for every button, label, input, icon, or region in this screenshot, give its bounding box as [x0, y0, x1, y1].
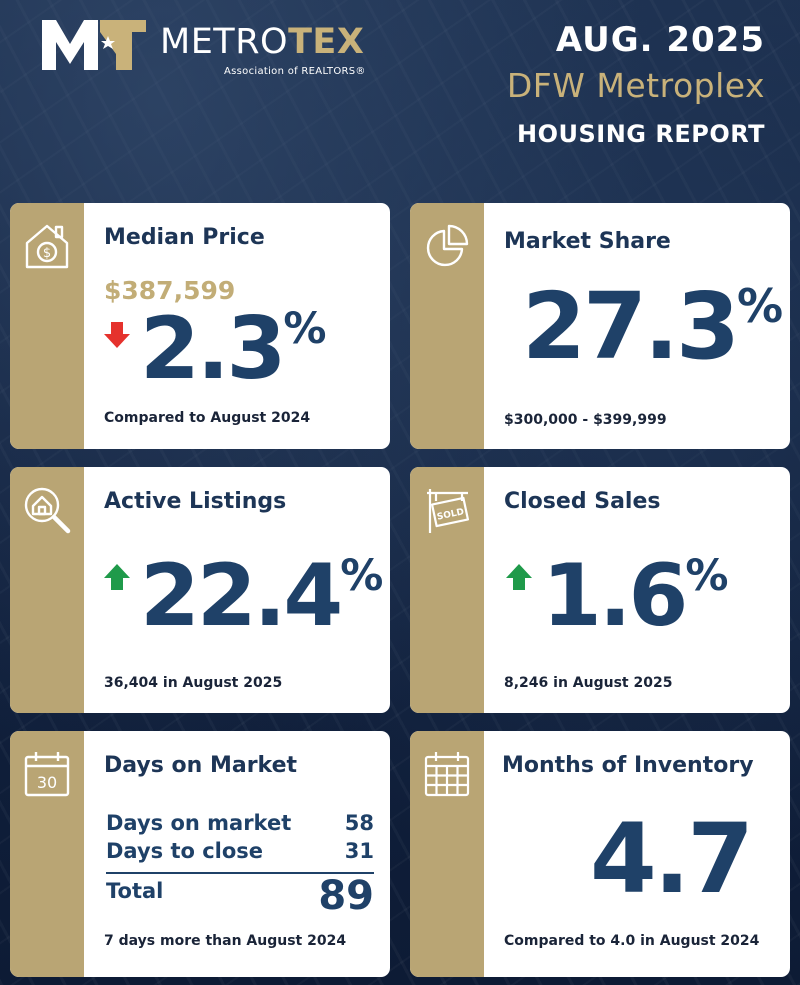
closed-sales-footnote: 8,246 in August 2025	[504, 675, 673, 691]
arrow-down-icon	[104, 322, 130, 348]
active-listings-footnote: 36,404 in August 2025	[104, 675, 283, 691]
card-strip	[10, 467, 84, 713]
report-region: DFW Metroplex	[506, 66, 765, 105]
percent-sign: %	[685, 551, 729, 602]
house-magnifier-icon	[24, 487, 71, 534]
pie-chart-icon	[426, 224, 469, 267]
metrotex-logo: METROTEX Association of REALTORS®	[40, 14, 380, 77]
days-to-close-row: Days to close 31	[106, 839, 374, 863]
row-value: 31	[344, 839, 374, 863]
card-strip	[410, 203, 484, 449]
median-price-change: 2.3%	[140, 306, 326, 392]
median-price-title: Median Price	[104, 225, 265, 250]
row-label: Days on market	[106, 811, 292, 835]
row-value: 58	[344, 811, 374, 835]
median-price-card: $ Median Price $387,599 2.3% Compared to…	[10, 203, 390, 449]
market-share-card: Market Share 27.3% $300,000 - $399,999	[410, 203, 790, 449]
months-inventory-title: Months of Inventory	[502, 753, 754, 778]
active-change-number: 22.4	[140, 546, 343, 646]
total-value: 89	[318, 873, 374, 919]
closed-change-number: 1.6	[542, 546, 688, 646]
svg-text:30: 30	[37, 773, 57, 792]
logo-subtitle: Association of REALTORS®	[224, 66, 366, 77]
days-on-market-card: 30 Days on Market Days on market 58 Days…	[10, 731, 390, 977]
closed-sales-card: SOLD Closed Sales 1.6% 8,246 in August 2…	[410, 467, 790, 713]
house-dollar-icon: $	[25, 224, 69, 269]
arrow-up-icon	[506, 564, 532, 590]
percent-sign: %	[340, 551, 384, 602]
months-inventory-footnote: Compared to 4.0 in August 2024	[504, 933, 760, 949]
percent-sign: %	[737, 279, 784, 334]
card-strip	[410, 467, 484, 713]
arrow-up-icon	[104, 564, 130, 590]
calendar-grid-icon	[424, 752, 470, 797]
market-share-range: $300,000 - $399,999	[504, 412, 667, 428]
months-inventory-card: Months of Inventory 4.7 Compared to 4.0 …	[410, 731, 790, 977]
logo-word-metro: METRO	[160, 22, 289, 62]
logo-wordmark: METROTEX	[160, 22, 364, 62]
days-on-market-row: Days on market 58	[106, 811, 374, 835]
market-share-value: 27.3%	[522, 281, 783, 373]
total-label: Total	[106, 879, 164, 903]
days-on-market-title: Days on Market	[104, 753, 298, 778]
total-divider	[106, 872, 374, 874]
report-title: HOUSING REPORT	[517, 120, 765, 148]
closed-sales-change: 1.6%	[542, 553, 728, 639]
report-header: METROTEX Association of REALTORS® AUG. 2…	[0, 0, 800, 190]
row-label: Days to close	[106, 839, 264, 863]
median-price-value: $387,599	[104, 276, 236, 305]
card-strip	[10, 731, 84, 977]
logo-mark-icon	[42, 20, 146, 70]
days-on-market-footnote: 7 days more than August 2024	[104, 933, 347, 949]
median-change-number: 2.3	[140, 299, 286, 399]
months-inventory-value: 4.7	[590, 803, 754, 915]
svg-text:$: $	[43, 246, 51, 261]
closed-sales-title: Closed Sales	[504, 489, 661, 514]
active-listings-card: Active Listings 22.4% 36,404 in August 2…	[10, 467, 390, 713]
market-share-title: Market Share	[504, 229, 671, 254]
percent-sign: %	[283, 304, 327, 355]
active-listings-title: Active Listings	[104, 489, 287, 514]
market-share-number: 27.3	[522, 273, 740, 380]
calendar-30-icon: 30	[24, 752, 70, 797]
sold-sign-icon: SOLD	[427, 489, 470, 533]
active-listings-change: 22.4%	[140, 553, 383, 639]
report-date: AUG. 2025	[555, 20, 765, 60]
median-price-footnote: Compared to August 2024	[104, 410, 311, 426]
logo-word-tex: TEX	[288, 22, 365, 62]
